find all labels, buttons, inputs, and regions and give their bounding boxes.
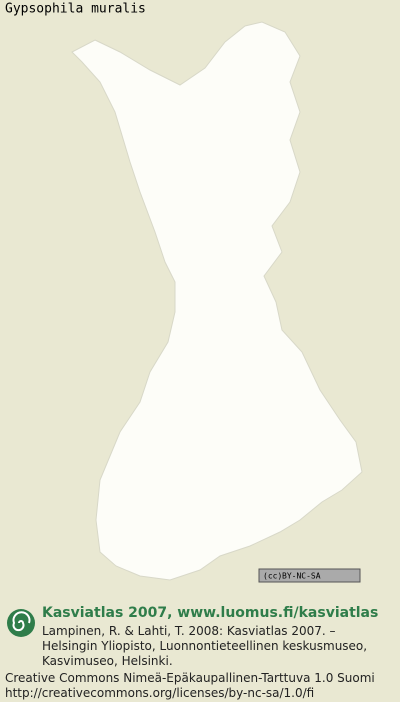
cc-badge-text: BY-NC-SA	[282, 572, 321, 581]
citation-line: Helsingin Yliopisto, Luonnontieteellinen…	[42, 639, 368, 653]
license-line: Creative Commons Nimeä-Epäkaupallinen-Ta…	[5, 671, 375, 685]
map: Gypsophila muralis (cc) BY-NC-SA	[5, 2, 363, 583]
license-line: http://creativecommons.org/licenses/by-n…	[5, 686, 315, 700]
cc-badge	[258, 568, 361, 583]
citation-line: Lampinen, R. & Lahti, T. 2008: Kasviatla…	[42, 624, 336, 638]
cc-mark: (cc)	[263, 572, 282, 581]
logo	[7, 609, 35, 637]
citation-line: Kasvimuseo, Helsinki.	[42, 654, 173, 668]
finland-outline	[71, 21, 363, 581]
species-title: Gypsophila muralis	[5, 2, 146, 17]
logo-spiral	[12, 611, 31, 632]
footer-heading: Kasviatlas 2007, www.luomus.fi/kasviatla…	[42, 605, 379, 621]
